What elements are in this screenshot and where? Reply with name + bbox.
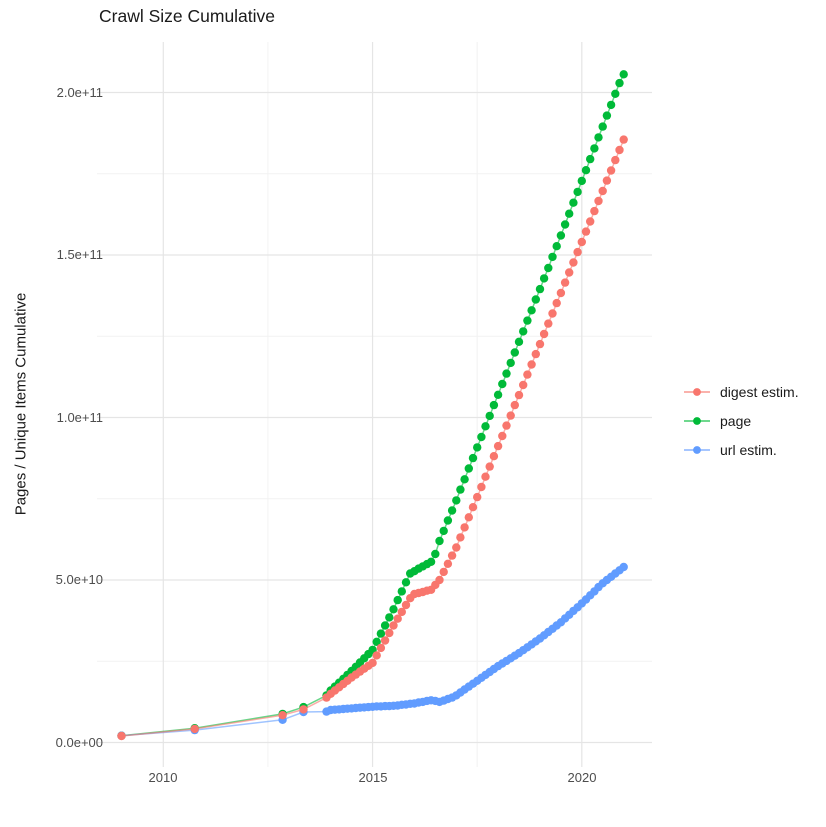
legend-item-digest: digest estim. [682, 377, 799, 406]
x-tick-label: 2020 [567, 770, 597, 785]
digest-line-point-icon [684, 387, 710, 396]
legend-label: url estim. [720, 441, 777, 458]
y-tick-label: 0.0e+00 [55, 735, 103, 750]
url-line-point-icon [684, 445, 710, 454]
y-tick-label: 1.0e+11 [56, 410, 103, 425]
y-axis-title: Pages / Unique Items Cumulative [12, 292, 30, 516]
legend-item-page: page [682, 406, 799, 435]
x-tick-label: 2010 [148, 770, 178, 785]
y-tick-label: 1.5e+11 [56, 247, 103, 262]
chart-title: Crawl Size Cumulative [99, 6, 276, 26]
legend-item-url: url estim. [682, 435, 799, 464]
legend-label: digest estim. [720, 383, 799, 400]
legend-label: page [720, 412, 752, 429]
page-line-point-icon [684, 416, 710, 425]
x-tick-label: 2015 [358, 770, 388, 785]
y-tick-label: 2.0e+11 [56, 85, 103, 100]
y-tick-label: 5.0e+10 [55, 572, 103, 587]
legend: digest estim. page url estim. [682, 377, 799, 464]
